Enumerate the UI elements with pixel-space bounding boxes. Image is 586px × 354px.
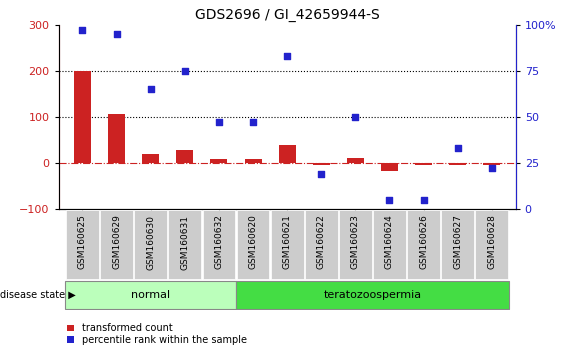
Point bbox=[180, 68, 189, 74]
Point bbox=[282, 53, 292, 59]
Bar bbox=[176, 150, 193, 163]
Bar bbox=[244, 159, 261, 163]
FancyBboxPatch shape bbox=[271, 210, 304, 279]
Text: GSM160620: GSM160620 bbox=[248, 215, 257, 269]
Point bbox=[78, 28, 87, 33]
FancyBboxPatch shape bbox=[305, 210, 338, 279]
Text: GSM160629: GSM160629 bbox=[112, 215, 121, 269]
Text: normal: normal bbox=[131, 290, 171, 300]
Bar bbox=[347, 158, 364, 163]
Legend: transformed count, percentile rank within the sample: transformed count, percentile rank withi… bbox=[63, 319, 251, 349]
FancyBboxPatch shape bbox=[475, 210, 508, 279]
Bar bbox=[313, 163, 330, 165]
Text: GSM160630: GSM160630 bbox=[146, 215, 155, 269]
Bar bbox=[142, 154, 159, 163]
Point bbox=[487, 166, 496, 171]
Text: GSM160627: GSM160627 bbox=[453, 215, 462, 269]
Point bbox=[214, 120, 224, 125]
Bar bbox=[210, 159, 227, 163]
Point bbox=[385, 197, 394, 202]
Text: GSM160624: GSM160624 bbox=[385, 215, 394, 269]
Bar bbox=[381, 163, 398, 171]
Text: GSM160628: GSM160628 bbox=[488, 215, 496, 269]
Text: teratozoospermia: teratozoospermia bbox=[323, 290, 421, 300]
Text: GSM160632: GSM160632 bbox=[214, 215, 223, 269]
FancyBboxPatch shape bbox=[100, 210, 133, 279]
FancyBboxPatch shape bbox=[203, 210, 236, 279]
Point bbox=[112, 31, 121, 37]
Point bbox=[419, 197, 428, 202]
Text: GSM160626: GSM160626 bbox=[419, 215, 428, 269]
FancyBboxPatch shape bbox=[66, 210, 99, 279]
FancyBboxPatch shape bbox=[236, 281, 509, 309]
Point bbox=[316, 171, 326, 177]
Point bbox=[350, 114, 360, 120]
FancyBboxPatch shape bbox=[134, 210, 167, 279]
Point bbox=[146, 86, 155, 92]
FancyBboxPatch shape bbox=[66, 281, 236, 309]
Bar bbox=[483, 163, 500, 165]
Bar bbox=[278, 145, 296, 163]
Bar bbox=[74, 71, 91, 163]
FancyBboxPatch shape bbox=[339, 210, 372, 279]
Text: GSM160622: GSM160622 bbox=[317, 215, 326, 269]
Title: GDS2696 / GI_42659944-S: GDS2696 / GI_42659944-S bbox=[195, 8, 380, 22]
FancyBboxPatch shape bbox=[407, 210, 440, 279]
FancyBboxPatch shape bbox=[237, 210, 270, 279]
Text: GSM160631: GSM160631 bbox=[180, 215, 189, 269]
Text: GSM160623: GSM160623 bbox=[351, 215, 360, 269]
Text: disease state ▶: disease state ▶ bbox=[0, 290, 76, 300]
Bar bbox=[108, 114, 125, 163]
Bar bbox=[449, 163, 466, 165]
Text: GSM160621: GSM160621 bbox=[282, 215, 292, 269]
Point bbox=[248, 120, 258, 125]
FancyBboxPatch shape bbox=[373, 210, 406, 279]
FancyBboxPatch shape bbox=[441, 210, 474, 279]
Point bbox=[453, 145, 462, 151]
Text: GSM160625: GSM160625 bbox=[78, 215, 87, 269]
Bar bbox=[415, 163, 432, 165]
FancyBboxPatch shape bbox=[168, 210, 201, 279]
